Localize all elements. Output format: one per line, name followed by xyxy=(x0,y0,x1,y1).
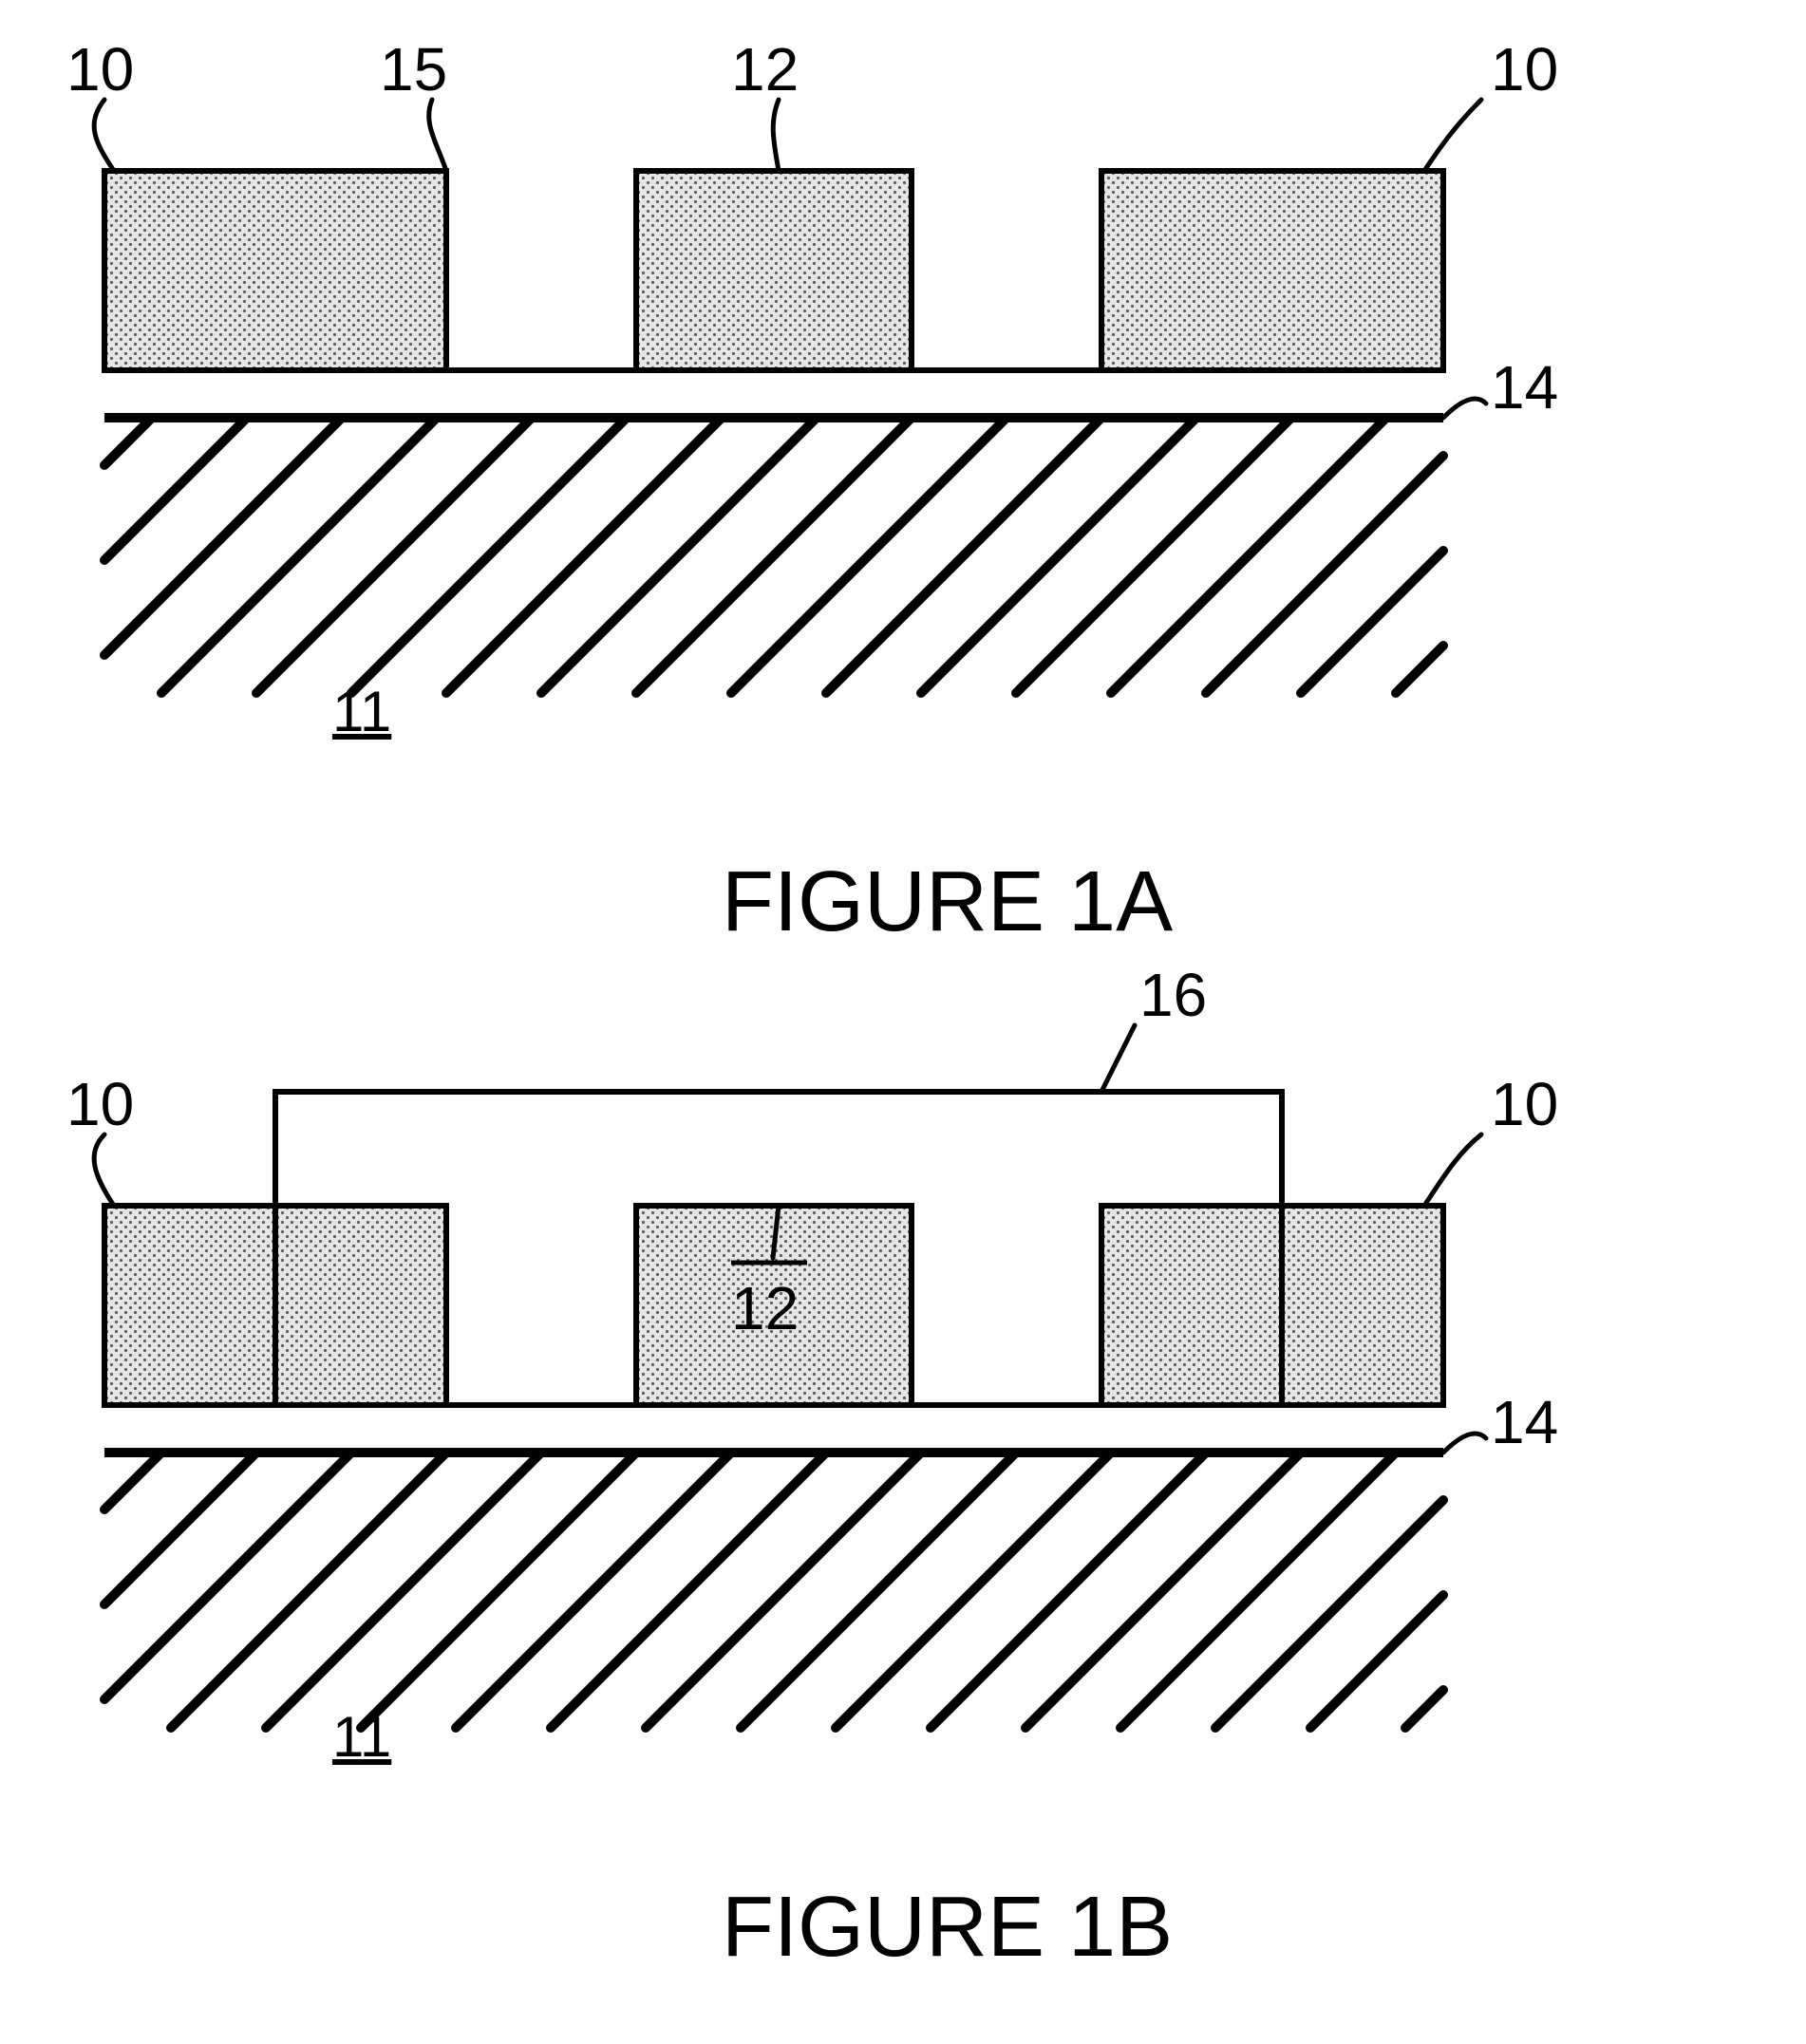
callout-label: 14 xyxy=(1491,1388,1558,1456)
callout-label: 12 xyxy=(731,35,799,103)
callout-label: 10 xyxy=(1491,35,1558,103)
callout-label: 14 xyxy=(1491,353,1558,422)
callout-label: 10 xyxy=(1491,1070,1558,1138)
callout-label: 15 xyxy=(380,35,447,103)
callout-label: 10 xyxy=(66,1070,134,1138)
figure-caption: FIGURE 1B xyxy=(722,1880,1173,1975)
callout-label: 12 xyxy=(731,1274,799,1342)
substrate-label: 11 xyxy=(332,1705,391,1769)
layer-block xyxy=(1101,171,1443,370)
callout-label: 10 xyxy=(66,35,134,103)
substrate-label: 11 xyxy=(332,680,391,743)
figure-caption: FIGURE 1A xyxy=(722,854,1173,949)
layer-block xyxy=(104,171,446,370)
layer-block xyxy=(636,171,912,370)
layer-block xyxy=(1101,1206,1443,1405)
callout-label: 16 xyxy=(1139,961,1207,1029)
